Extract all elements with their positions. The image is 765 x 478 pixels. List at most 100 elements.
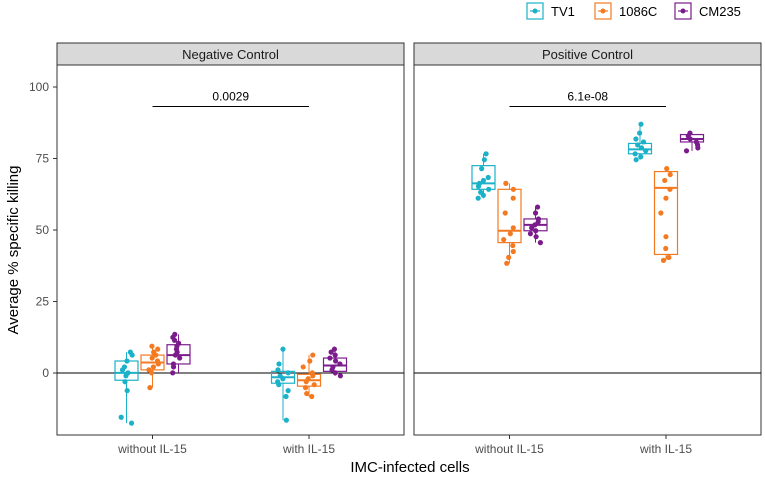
point-p1-with-il-15-1086c: [663, 195, 669, 201]
point-p1-with-il-15-tv1: [638, 154, 644, 160]
point-p0-without-il-15-1086c: [151, 349, 157, 355]
point-p1-without-il-15-cm235: [527, 231, 534, 237]
point-p0-without-il-15-1086c: [147, 385, 153, 391]
point-p1-without-il-15-tv1: [476, 180, 483, 186]
point-p0-without-il-15-cm235: [172, 331, 178, 337]
point-p1-without-il-15-1086c: [501, 237, 507, 243]
point-p0-with-il-15-1086c: [300, 364, 306, 370]
point-p1-without-il-15-tv1: [480, 177, 487, 184]
point-p0-with-il-15-1086c: [307, 358, 313, 364]
x-axis: without IL-15 with IL-15 without IL-15 w…: [117, 435, 692, 476]
point-p1-with-il-15-cm235: [687, 130, 693, 136]
point-p1-without-il-15-1086c: [504, 260, 510, 266]
point-p0-with-il-15-tv1: [277, 373, 283, 379]
point-p0-with-il-15-cm235: [328, 349, 334, 355]
point-p0-with-il-15-1086c: [305, 376, 311, 382]
point-p1-with-il-15-tv1: [640, 139, 647, 145]
point-p0-without-il-15-cm235: [175, 340, 182, 346]
point-p1-without-il-15-1086c: [510, 186, 516, 192]
y-tick-25: 25: [36, 295, 57, 309]
point-p1-without-il-15-1086c: [502, 210, 508, 216]
point-p0-with-il-15-tv1: [280, 346, 286, 352]
point-p1-without-il-15-tv1: [483, 151, 489, 157]
point-p1-without-il-15-1086c: [510, 248, 516, 255]
legend-entry-cm235: CM235: [674, 2, 741, 20]
point-p1-with-il-15-cm235: [683, 148, 690, 154]
y-tick-label-75: 75: [36, 152, 50, 166]
legend-entry-tv1: TV1: [526, 2, 575, 20]
point-p1-with-il-15-tv1: [637, 130, 643, 136]
point-p0-without-il-15-cm235: [177, 355, 183, 361]
point-p0-without-il-15-tv1: [121, 364, 128, 370]
y-tick-100: 100: [29, 80, 57, 94]
point-p0-with-il-15-1086c: [302, 385, 309, 391]
point-p1-without-il-15-1086c: [503, 180, 509, 186]
point-p0-without-il-15-1086c: [155, 346, 161, 352]
point-p0-without-il-15-tv1: [124, 388, 130, 394]
point-p0-with-il-15-tv1: [285, 370, 291, 376]
y-axis-title: Average % specific killing: [5, 166, 22, 335]
point-p0-without-il-15-1086c: [149, 343, 155, 349]
point-p0-without-il-15-1086c: [154, 358, 161, 364]
point-p1-with-il-15-tv1: [638, 145, 645, 151]
y-tick-label-100: 100: [29, 80, 49, 94]
point-p0-without-il-15-cm235: [170, 370, 176, 376]
pvalue-label-1: 6.1e-08: [567, 89, 608, 103]
y-tick-label-25: 25: [36, 295, 50, 309]
panel-title-positive: Positive Control: [542, 47, 633, 62]
point-p1-with-il-15-tv1: [635, 142, 641, 148]
point-p1-without-il-15-1086c: [510, 195, 516, 201]
point-p0-with-il-15-cm235: [332, 358, 339, 364]
point-p0-without-il-15-tv1: [127, 349, 133, 355]
panel-title-negative: Negative Control: [182, 47, 279, 62]
panel-negative-control: Negative Control 0.0029: [56, 42, 405, 436]
point-p0-without-il-15-tv1: [122, 379, 128, 385]
point-p1-with-il-15-tv1: [632, 151, 638, 157]
point-p0-with-il-15-1086c: [304, 390, 310, 397]
y-tick-50: 50: [36, 223, 57, 237]
y-tick-75: 75: [36, 152, 57, 166]
point-p1-without-il-15-cm235: [533, 228, 539, 234]
legend-label-cm235: CM235: [699, 4, 741, 19]
point-p1-without-il-15-tv1: [486, 186, 492, 192]
point-p0-with-il-15-cm235: [327, 355, 333, 361]
y-axis: 100 75 50 25 0 Average % specific killin…: [5, 80, 57, 380]
y-tick-label-0: 0: [42, 366, 49, 380]
x-tick-label-negative-with: with IL-15: [282, 442, 335, 456]
point-p1-without-il-15-1086c: [506, 254, 512, 260]
point-p1-without-il-15-cm235: [537, 240, 544, 246]
point-p0-without-il-15-tv1: [118, 414, 124, 420]
point-p0-with-il-15-cm235: [332, 352, 338, 358]
point-p1-with-il-15-1086c: [662, 177, 668, 184]
point-p1-without-il-15-tv1: [475, 195, 481, 201]
point-p0-with-il-15-tv1: [285, 388, 291, 394]
point-p0-without-il-15-1086c: [149, 355, 155, 361]
point-p0-with-il-15-1086c: [310, 352, 316, 358]
legend-label-tv1: TV1: [551, 4, 575, 19]
point-p0-with-il-15-tv1: [283, 393, 289, 400]
point-p1-with-il-15-tv1: [638, 121, 644, 127]
point-p0-without-il-15-1086c: [150, 364, 157, 370]
point-p0-with-il-15-tv1: [275, 379, 281, 385]
point-p1-with-il-15-1086c: [666, 254, 672, 260]
point-p1-without-il-15-cm235: [532, 210, 539, 216]
panel-plot-area-negative: [56, 64, 405, 436]
point-p0-with-il-15-tv1: [276, 361, 282, 367]
point-p1-with-il-15-1086c: [658, 210, 664, 216]
x-axis-title: IMC-infected cells: [350, 459, 469, 476]
point-p0-with-il-15-cm235: [337, 373, 343, 379]
point-p1-with-il-15-1086c: [667, 186, 673, 192]
panel-plot-area-positive: [413, 64, 762, 436]
point-p1-with-il-15-tv1: [633, 136, 639, 142]
point-p1-without-il-15-tv1: [479, 166, 485, 172]
point-p1-with-il-15-1086c: [660, 257, 667, 263]
point-p0-with-il-15-tv1: [275, 367, 281, 373]
y-tick-0: 0: [42, 366, 57, 380]
point-p1-with-il-15-tv1: [633, 157, 639, 163]
point-p0-without-il-15-tv1: [128, 420, 135, 426]
point-p1-with-il-15-cm235: [693, 139, 699, 145]
point-p1-without-il-15-tv1: [481, 157, 487, 163]
point-p0-with-il-15-cm235: [330, 364, 336, 370]
x-tick-label-positive-with: with IL-15: [639, 442, 692, 456]
point-p1-without-il-15-1086c: [510, 225, 516, 231]
